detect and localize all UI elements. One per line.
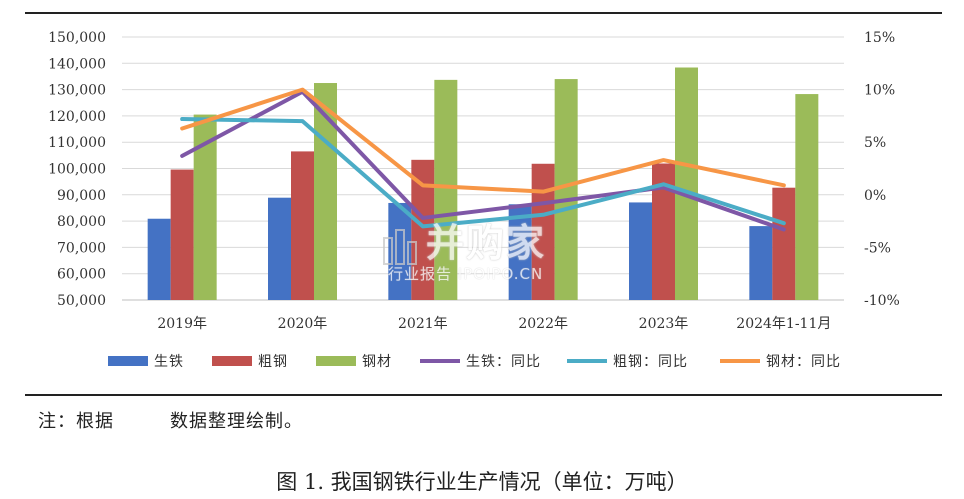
axes: 50,000 60,000 70,000 80,000 90,000 100,000 110… xyxy=(48,30,900,332)
x-tick-label: 2021年 xyxy=(398,316,448,332)
gridlines xyxy=(122,36,844,301)
bar-生铁 xyxy=(629,202,652,300)
left-tick-label: 140,000 xyxy=(48,56,106,72)
bar-粗钢 xyxy=(170,169,194,300)
legend: 生铁 粗钢 钢材 生铁：同比 粗钢：同比 钢材：同比 xyxy=(108,354,841,370)
steel-production-chart: 50,000 60,000 70,000 80,000 90,000 100,000 110… xyxy=(48,30,900,370)
right-tick-label: 10% xyxy=(864,83,895,99)
x-tick-label: 2024年1-11月 xyxy=(736,316,831,332)
bar-生铁 xyxy=(508,204,532,300)
x-tick-label: 2023年 xyxy=(639,316,689,332)
legend-swatch xyxy=(316,356,356,366)
bar-钢材 xyxy=(193,114,217,301)
right-tick-label: -5% xyxy=(864,240,891,256)
bar-粗钢 xyxy=(411,159,435,300)
legend-label: 钢材 xyxy=(362,354,392,370)
bar-粗钢 xyxy=(531,163,555,300)
legend-label: 生铁：同比 xyxy=(466,354,541,370)
x-tick-label: 2020年 xyxy=(278,316,328,332)
bar-生铁 xyxy=(749,226,773,300)
bottom-rule xyxy=(25,394,942,396)
bar-钢材 xyxy=(675,67,698,301)
right-tick-label: 0% xyxy=(864,188,886,204)
x-tick-label: 2019年 xyxy=(157,316,207,332)
left-tick-label: 60,000 xyxy=(57,267,106,283)
bar-生铁 xyxy=(268,197,291,300)
legend-swatch xyxy=(108,356,148,366)
left-tick-label: 70,000 xyxy=(57,240,106,256)
bar-钢材 xyxy=(554,79,578,300)
bars xyxy=(147,67,819,301)
left-tick-label: 50,000 xyxy=(57,293,106,309)
right-tick-label: -10% xyxy=(864,293,900,309)
top-rule xyxy=(25,12,942,14)
note-prefix: 注：根据 xyxy=(38,411,114,432)
bar-钢材 xyxy=(434,79,458,300)
left-tick-label: 80,000 xyxy=(57,214,106,230)
left-tick-label: 120,000 xyxy=(48,109,106,125)
legend-label: 粗钢：同比 xyxy=(613,354,688,370)
source-note: 注：根据 数据整理绘制。 xyxy=(38,407,303,433)
right-tick-label: 15% xyxy=(864,30,895,46)
figure-caption: 图 1. 我国钢铁行业生产情况（单位：万吨） xyxy=(276,470,688,494)
x-tick-label: 2022年 xyxy=(518,316,568,332)
bar-粗钢 xyxy=(652,163,675,300)
left-tick-label: 90,000 xyxy=(57,188,106,204)
note-suffix: 数据整理绘制。 xyxy=(170,411,303,432)
bar-粗钢 xyxy=(772,187,796,300)
bar-粗钢 xyxy=(291,151,314,300)
left-tick-label: 100,000 xyxy=(48,162,106,178)
legend-swatch xyxy=(212,356,252,366)
left-tick-label: 130,000 xyxy=(48,83,106,99)
lines xyxy=(180,87,786,232)
line-粗钢：同比 xyxy=(180,117,786,229)
legend-label: 粗钢 xyxy=(258,354,288,370)
left-tick-label: 110,000 xyxy=(48,135,106,151)
right-tick-label: 5% xyxy=(864,135,886,151)
left-tick-label: 150,000 xyxy=(48,30,106,46)
bar-生铁 xyxy=(388,202,412,300)
legend-label: 钢材：同比 xyxy=(766,354,841,370)
bar-生铁 xyxy=(147,218,171,300)
bar-钢材 xyxy=(795,94,819,300)
line-生铁：同比 xyxy=(180,89,786,232)
legend-label: 生铁 xyxy=(154,354,184,370)
line-钢材：同比 xyxy=(180,87,786,194)
